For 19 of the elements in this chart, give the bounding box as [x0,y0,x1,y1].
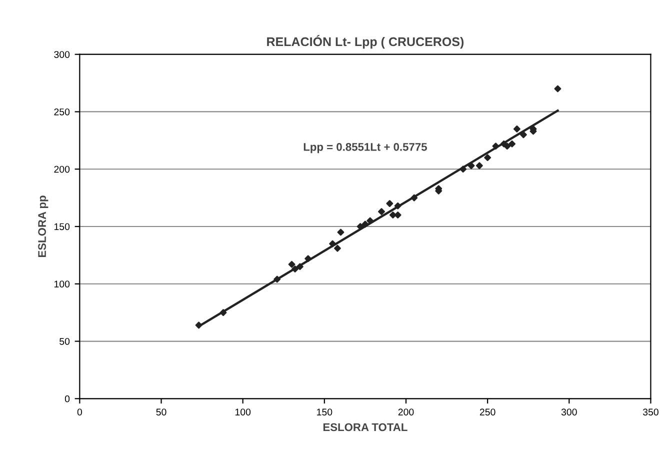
y-tick-label: 50 [60,338,70,345]
annotation: Lpp = 0.8551Lt + 0.5775 [304,143,427,154]
y-tick-label: 100 [54,280,70,288]
y-tick-label: 200 [54,166,70,173]
chart-title: RELACIÓN Lt- Lpp ( CRUCEROS) [267,34,464,49]
x-axis-title: ESLORA TOTAL [323,423,408,432]
y-tick-label: 0 [64,395,70,402]
y-tick-label: 150 [54,223,70,230]
x-tick-label: 0 [77,408,82,416]
y-tick-label: 250 [54,108,70,116]
x-tick-label: 350 [642,408,658,416]
x-tick-label: 100 [235,408,251,416]
y-tick-label: 300 [54,51,70,58]
y-axis-title: ESLORA pp [38,196,48,258]
x-tick-label: 50 [156,408,166,416]
x-tick-label: 300 [561,408,577,416]
x-tick-label: 150 [317,408,332,416]
x-tick-label: 200 [398,408,414,416]
x-tick-label: 250 [480,408,496,416]
